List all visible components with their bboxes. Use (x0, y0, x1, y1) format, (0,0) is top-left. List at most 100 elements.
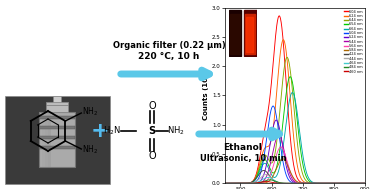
564 nm (328, 182, 333, 184)
644 nm (305, 181, 310, 183)
654 nm (316, 182, 321, 184)
504 nm (223, 182, 227, 184)
460 nm (259, 181, 263, 183)
Line: 564 nm: 564 nm (225, 147, 365, 183)
424 nm (328, 182, 333, 184)
Line: 460 nm: 460 nm (225, 182, 365, 183)
464 nm (363, 182, 367, 184)
654 nm (247, 182, 252, 184)
Bar (39, 136, 75, 139)
644 nm (223, 182, 227, 184)
Text: O: O (148, 101, 156, 111)
444 nm (363, 182, 367, 184)
444 nm (316, 182, 321, 184)
Line: 444 nm: 444 nm (225, 175, 365, 183)
FancyArrowPatch shape (121, 70, 209, 78)
504 nm (247, 182, 252, 184)
Line: 644 nm: 644 nm (225, 57, 365, 183)
664 nm (316, 182, 321, 184)
644 nm (316, 182, 321, 184)
Text: S: S (149, 126, 156, 136)
464 nm (328, 182, 333, 184)
524 nm (328, 182, 333, 184)
544 nm (316, 182, 321, 184)
Line: 664 nm: 664 nm (225, 93, 365, 183)
Text: O: O (148, 151, 156, 161)
644 nm (286, 59, 291, 61)
Legend: 604 nm, 624 nm, 644 nm, 654 nm, 664 nm, 504 nm, 524 nm, 544 nm, 564 nm, 584 nm, : 604 nm, 624 nm, 644 nm, 654 nm, 664 nm, … (344, 9, 363, 74)
564 nm (363, 182, 367, 184)
Line: 424 nm: 424 nm (225, 170, 365, 183)
444 nm (328, 182, 333, 184)
460 nm (316, 182, 321, 184)
524 nm (305, 182, 310, 184)
Bar (244, 10, 257, 56)
Text: Organic filter (0.22 μm): Organic filter (0.22 μm) (113, 40, 225, 50)
604 nm (328, 182, 333, 184)
564 nm (247, 182, 252, 184)
Line: 604 nm: 604 nm (225, 16, 365, 183)
664 nm (223, 182, 227, 184)
FancyBboxPatch shape (5, 96, 110, 184)
644 nm (259, 161, 263, 164)
544 nm (259, 181, 263, 184)
484 nm (316, 182, 321, 184)
624 nm (223, 182, 227, 184)
654 nm (328, 182, 333, 184)
504 nm (316, 182, 321, 184)
584 nm (286, 166, 291, 168)
544 nm (363, 182, 367, 184)
484 nm (223, 182, 227, 184)
Bar (39, 112, 75, 167)
664 nm (328, 182, 333, 184)
564 nm (279, 146, 283, 148)
544 nm (276, 134, 281, 136)
424 nm (262, 169, 266, 172)
504 nm (363, 182, 367, 184)
604 nm (286, 114, 291, 116)
604 nm (316, 182, 321, 184)
484 nm (363, 182, 367, 184)
544 nm (223, 182, 227, 184)
604 nm (247, 182, 252, 184)
564 nm (259, 182, 263, 184)
564 nm (305, 182, 310, 184)
604 nm (223, 182, 227, 184)
464 nm (247, 182, 252, 184)
Line: 624 nm: 624 nm (225, 40, 365, 183)
654 nm (288, 76, 293, 78)
444 nm (264, 174, 268, 176)
584 nm (247, 182, 252, 184)
460 nm (247, 182, 252, 184)
444 nm (223, 182, 227, 184)
544 nm (286, 168, 291, 170)
504 nm (271, 105, 275, 107)
484 nm (328, 182, 333, 184)
664 nm (247, 182, 252, 184)
644 nm (328, 182, 333, 184)
Bar (48, 112, 51, 167)
Line: 524 nm: 524 nm (225, 120, 365, 183)
Text: +: + (91, 121, 109, 141)
664 nm (259, 167, 263, 170)
Text: NH$_2$: NH$_2$ (82, 144, 99, 156)
464 nm (259, 180, 263, 182)
484 nm (259, 181, 263, 184)
Line: 464 nm: 464 nm (225, 177, 365, 183)
584 nm (316, 182, 321, 184)
444 nm (305, 182, 310, 184)
424 nm (305, 182, 310, 184)
584 nm (280, 158, 285, 160)
484 nm (247, 182, 252, 184)
Line: 504 nm: 504 nm (225, 106, 365, 183)
444 nm (286, 182, 291, 184)
Line: 484 nm: 484 nm (225, 180, 365, 183)
Y-axis label: Counts (10⁶): Counts (10⁶) (202, 71, 209, 120)
464 nm (266, 176, 270, 179)
524 nm (286, 173, 291, 175)
544 nm (247, 182, 252, 184)
604 nm (305, 182, 310, 184)
Bar (246, 17, 253, 52)
464 nm (305, 182, 310, 184)
FancyArrowPatch shape (199, 130, 279, 138)
